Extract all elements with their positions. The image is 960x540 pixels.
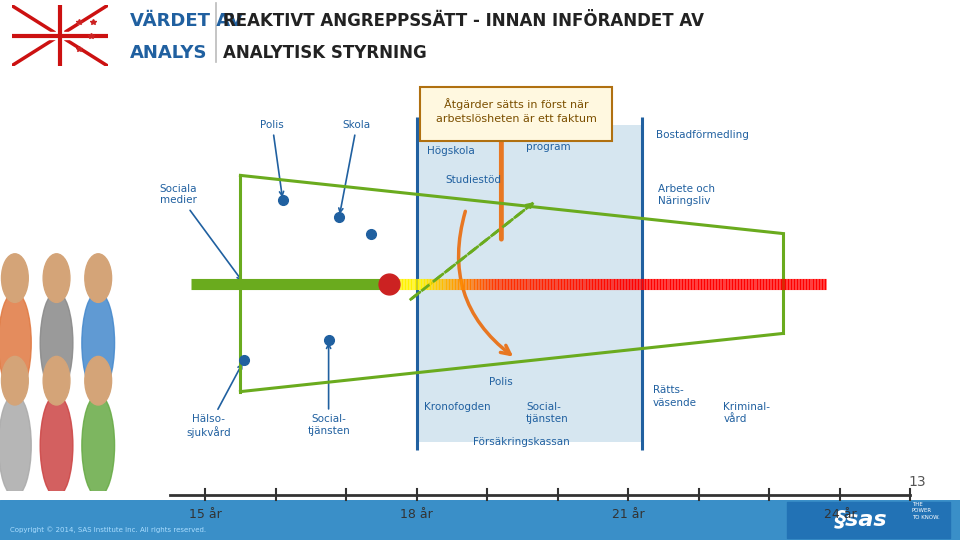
- Text: Social-
tjänsten: Social- tjänsten: [307, 345, 350, 436]
- Text: Sociala
medier: Sociala medier: [159, 184, 241, 280]
- Text: Arbete och
Näringsliv: Arbete och Näringsliv: [658, 184, 715, 206]
- Ellipse shape: [0, 292, 32, 394]
- Ellipse shape: [82, 292, 114, 394]
- Circle shape: [2, 254, 28, 302]
- Circle shape: [43, 356, 70, 405]
- Circle shape: [84, 254, 111, 302]
- Bar: [417, 125, 642, 442]
- Text: REAKTIVT ANGREPPSSÄTT - INNAN INFÖRANDET AV: REAKTIVT ANGREPPSSÄTT - INNAN INFÖRANDET…: [223, 12, 704, 30]
- Text: ANALYS: ANALYS: [130, 44, 207, 62]
- FancyBboxPatch shape: [420, 86, 612, 141]
- Text: 13: 13: [909, 475, 926, 489]
- Bar: [787, 502, 950, 538]
- Text: Hälso-
sjukvård: Hälso- sjukvård: [186, 364, 242, 438]
- Text: 24 år: 24 år: [824, 508, 856, 521]
- Text: Försäkringskassan: Försäkringskassan: [473, 437, 570, 447]
- Text: Kriminal-
vård: Kriminal- vård: [724, 402, 771, 424]
- Text: 18 år: 18 år: [400, 508, 433, 521]
- Text: Skola: Skola: [339, 120, 371, 212]
- Text: 21 år: 21 år: [612, 508, 644, 521]
- Text: Universitet
Högskola: Universitet Högskola: [427, 134, 485, 156]
- Text: VÄRDET AV: VÄRDET AV: [130, 12, 242, 30]
- Ellipse shape: [40, 292, 73, 394]
- Text: Kronofogden: Kronofogden: [423, 402, 491, 412]
- Text: 15 år: 15 år: [189, 508, 222, 521]
- Text: Social-
tjänsten: Social- tjänsten: [526, 402, 568, 424]
- Text: ANALYTISK STYRNING: ANALYTISK STYRNING: [223, 44, 426, 62]
- Ellipse shape: [40, 394, 73, 497]
- Text: Rätts-
väsende: Rätts- väsende: [653, 386, 697, 408]
- Ellipse shape: [82, 394, 114, 497]
- Text: Polis: Polis: [490, 377, 514, 387]
- Ellipse shape: [0, 394, 32, 497]
- Text: THE
POWER
TO KNOW.: THE POWER TO KNOW.: [912, 502, 940, 519]
- Text: Polis: Polis: [260, 120, 284, 195]
- Text: Trainee
program: Trainee program: [526, 130, 570, 152]
- Text: Copyright © 2014, SAS Institute Inc. All rights reserved.: Copyright © 2014, SAS Institute Inc. All…: [10, 526, 205, 533]
- Circle shape: [2, 356, 28, 405]
- Text: Studiestöd: Studiestöd: [444, 176, 501, 185]
- Circle shape: [84, 356, 111, 405]
- Circle shape: [43, 254, 70, 302]
- Text: Åtgärder sätts in först när
arbetslösheten är ett faktum: Åtgärder sätts in först när arbetslöshet…: [436, 98, 596, 124]
- Text: §sas: §sas: [835, 510, 888, 530]
- Text: Bostadförmedling: Bostadförmedling: [657, 130, 750, 140]
